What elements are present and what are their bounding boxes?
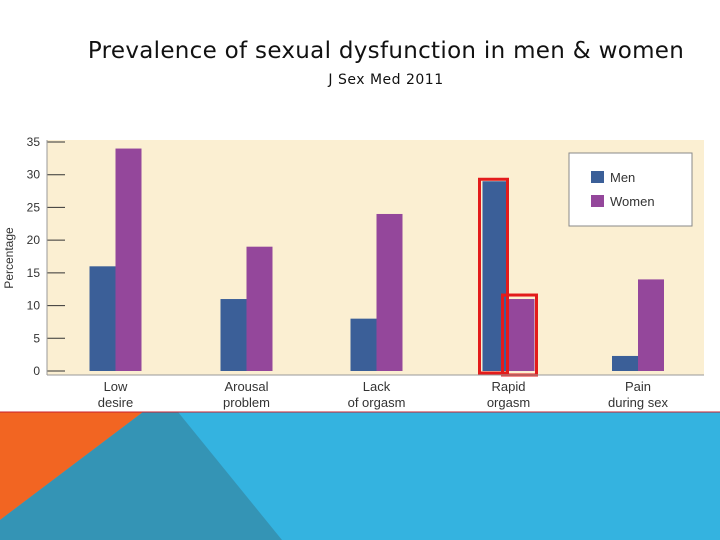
x-tick-label: orgasm (487, 395, 530, 410)
x-tick-label: Low (104, 379, 128, 394)
legend-swatch-women (591, 195, 604, 207)
bar-women (115, 148, 142, 371)
slide-subtitle: J Sex Med 2011 (328, 72, 444, 88)
y-tick-label: 10 (27, 299, 41, 313)
legend-label-women: Women (610, 194, 655, 209)
orange-shape (0, 412, 143, 520)
x-tick-label: Lack (363, 379, 391, 394)
y-tick-label: 25 (27, 200, 41, 214)
bar-women (638, 279, 664, 371)
x-tick-label: of orgasm (348, 395, 406, 410)
legend: Men Women (568, 152, 693, 227)
bar-women (376, 213, 403, 371)
bar-men (482, 181, 509, 371)
y-axis-title: Percentage (2, 227, 16, 289)
bar-women (508, 299, 535, 371)
x-tick-label: Rapid (492, 379, 526, 394)
highlight-box (478, 177, 509, 375)
y-tick-label: 20 (27, 233, 41, 247)
bar-men (612, 355, 638, 371)
slide-title: Prevalence of sexual dysfunction in men … (87, 38, 685, 64)
y-tick-label: 15 (27, 266, 41, 280)
x-tick-label: Pain (625, 379, 651, 394)
bar-men (220, 299, 247, 371)
y-axis: 0 5 10 15 20 25 30 35 (27, 135, 65, 378)
y-tick-label: 30 (27, 168, 41, 182)
bar-women (246, 246, 273, 371)
y-tick-label: 5 (33, 331, 40, 345)
x-tick-label: problem (223, 395, 270, 410)
blue-band (0, 412, 720, 540)
y-tick-label: 35 (27, 135, 41, 149)
dark-blue-shape (0, 412, 282, 540)
bar-men (350, 318, 377, 371)
x-tick-label: Arousal (224, 379, 268, 394)
x-tick-label: desire (98, 395, 133, 410)
bars (89, 148, 664, 371)
bar-men (89, 266, 116, 371)
legend-swatch-men (591, 171, 604, 183)
x-tick-label: during sex (608, 395, 668, 410)
y-tick-label: 0 (33, 364, 40, 378)
legend-box (568, 152, 693, 227)
legend-label-men: Men (610, 170, 635, 185)
